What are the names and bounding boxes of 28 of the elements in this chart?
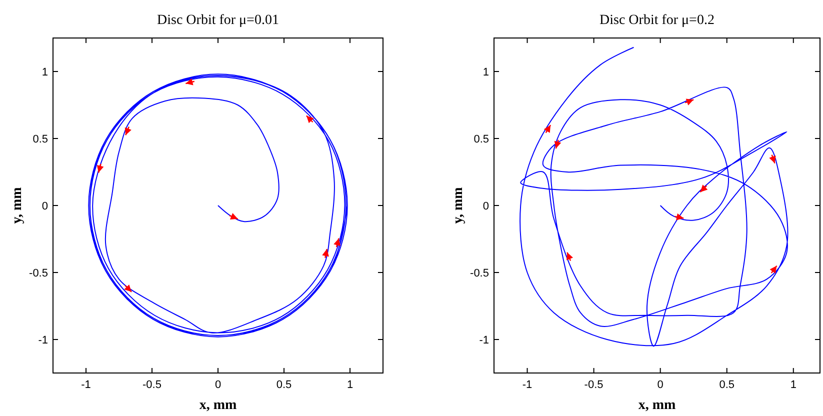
y-tick-label: 0.5 [474, 134, 489, 146]
y-tick-label: -1 [479, 334, 489, 346]
y-tick-label: 0 [42, 200, 48, 212]
y-tick-label: -0.5 [470, 268, 489, 280]
y-tick-label: -1 [38, 334, 48, 346]
x-tick-label: 0.5 [276, 379, 292, 391]
x-tick-label: -0.5 [142, 379, 162, 391]
x-axis-title: x, mm [638, 398, 676, 413]
x-tick-label: -1 [522, 379, 532, 391]
chart-title: Disc Orbit for μ=0.01 [157, 13, 279, 28]
x-tick-label: -1 [81, 379, 91, 391]
x-tick-label: 1 [346, 379, 354, 391]
y-tick-label: -0.5 [29, 268, 48, 280]
x-tick-label: 0 [214, 379, 222, 391]
x-tick-label: 0 [657, 379, 664, 391]
y-tick-label: 0.5 [32, 134, 48, 146]
x-tick-label: 0.5 [719, 379, 735, 391]
chart-title: Disc Orbit for μ=0.2 [600, 13, 714, 28]
y-tick-label: 1 [482, 66, 489, 78]
y-axis-title: y, mm [10, 186, 25, 224]
line-series [88, 74, 348, 338]
y-tick-label: 0 [482, 200, 489, 212]
x-axis-title: x, mm [199, 398, 237, 413]
y-axis-title: y, mm [451, 186, 466, 224]
y-tick-label: 1 [42, 66, 48, 78]
x-tick-label: 1 [790, 379, 796, 391]
x-tick-label: -0.5 [584, 379, 604, 391]
line-series [520, 46, 788, 347]
